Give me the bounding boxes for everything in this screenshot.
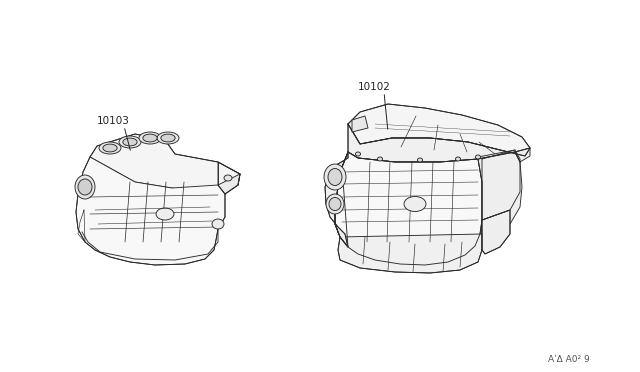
Polygon shape [348, 104, 530, 156]
Text: 10103: 10103 [97, 116, 130, 126]
Ellipse shape [324, 164, 346, 190]
Polygon shape [335, 152, 482, 265]
Ellipse shape [75, 175, 95, 199]
Polygon shape [325, 152, 348, 247]
Text: 10102: 10102 [358, 82, 391, 92]
Polygon shape [348, 124, 530, 162]
Ellipse shape [355, 152, 360, 156]
Ellipse shape [143, 134, 157, 142]
Ellipse shape [456, 157, 461, 161]
Polygon shape [218, 174, 240, 194]
Polygon shape [482, 210, 510, 254]
Ellipse shape [103, 144, 117, 152]
Ellipse shape [224, 175, 232, 181]
Ellipse shape [157, 132, 179, 144]
Ellipse shape [212, 219, 224, 229]
Ellipse shape [476, 155, 481, 159]
Ellipse shape [78, 179, 92, 195]
Text: AʹΔ A0² 9: AʹΔ A0² 9 [548, 355, 589, 364]
Ellipse shape [378, 157, 383, 161]
Ellipse shape [139, 132, 161, 144]
Ellipse shape [99, 142, 121, 154]
Ellipse shape [161, 134, 175, 142]
Ellipse shape [404, 196, 426, 212]
Ellipse shape [123, 138, 137, 146]
Ellipse shape [156, 208, 174, 220]
Ellipse shape [328, 169, 342, 186]
Ellipse shape [329, 198, 341, 211]
Polygon shape [76, 157, 225, 265]
Ellipse shape [119, 136, 141, 148]
Polygon shape [352, 116, 368, 132]
Polygon shape [478, 148, 530, 234]
Ellipse shape [417, 158, 422, 162]
Ellipse shape [326, 194, 344, 214]
Polygon shape [90, 134, 240, 194]
Polygon shape [338, 220, 482, 273]
